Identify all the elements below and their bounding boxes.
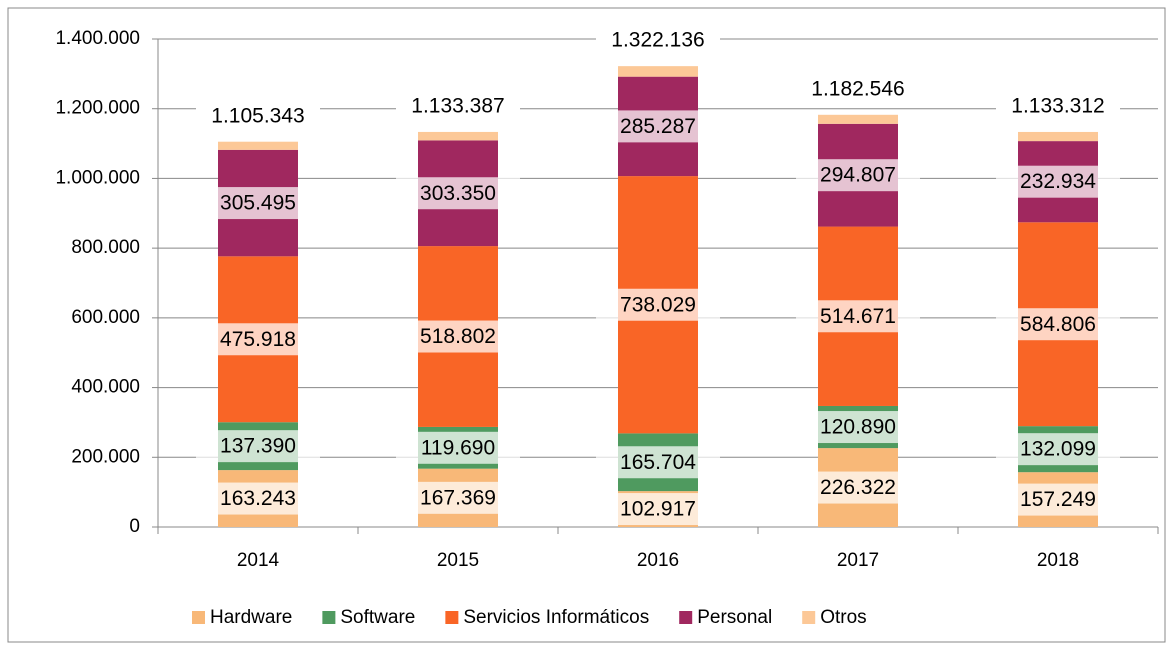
total-label: 1.182.546 — [811, 77, 904, 100]
x-tick-label: 2015 — [437, 550, 479, 571]
label-box — [996, 89, 1120, 122]
chart-frame — [7, 7, 1166, 643]
legend-label: Software — [340, 607, 415, 628]
label-box — [396, 89, 520, 122]
data-label: 165.704 — [620, 451, 696, 474]
bar-segment — [1018, 131, 1098, 142]
data-label: 226.322 — [820, 476, 896, 499]
data-label: 475.918 — [220, 328, 296, 351]
data-label: 518.802 — [420, 325, 496, 348]
data-label: 584.806 — [1020, 313, 1096, 336]
bar-segment — [618, 66, 698, 77]
y-tick-label: 1.000.000 — [55, 167, 140, 188]
y-tick-label: 1.200.000 — [55, 98, 140, 119]
label-box — [796, 159, 920, 192]
total-label: 1.322.136 — [611, 29, 704, 52]
label-box — [996, 433, 1120, 466]
bar-segment — [418, 131, 498, 141]
label-box — [996, 308, 1120, 341]
bar-segment — [218, 141, 298, 150]
label-box — [796, 72, 920, 105]
legend-label: Hardware — [210, 607, 292, 628]
label-box — [196, 482, 320, 515]
x-tick-label: 2016 — [637, 550, 679, 571]
data-label: 120.890 — [820, 416, 896, 439]
total-label: 1.133.387 — [411, 94, 504, 117]
label-box — [396, 320, 520, 353]
y-tick-label: 800.000 — [71, 237, 140, 258]
label-box — [196, 430, 320, 463]
label-box — [596, 446, 720, 479]
label-box — [396, 481, 520, 514]
legend-swatch — [679, 611, 693, 624]
label-box — [196, 323, 320, 356]
data-label: 305.495 — [220, 192, 296, 215]
y-tick-label: 0 — [129, 516, 140, 537]
legend-swatch — [445, 611, 459, 624]
data-label: 102.917 — [620, 498, 696, 521]
bar-segment — [818, 114, 898, 124]
label-box — [596, 24, 720, 57]
data-label: 232.934 — [1020, 170, 1096, 193]
data-label: 163.243 — [220, 487, 296, 510]
legend-swatch — [192, 611, 205, 624]
label-box — [796, 411, 920, 444]
data-label: 514.671 — [820, 305, 896, 328]
total-label: 1.133.312 — [1011, 95, 1104, 118]
x-tick-label: 2017 — [837, 550, 879, 571]
y-tick-label: 400.000 — [71, 377, 140, 398]
label-box — [796, 300, 920, 333]
legend-label: Otros — [820, 607, 866, 628]
y-tick-label: 200.000 — [71, 446, 140, 467]
total-label: 1.105.343 — [211, 104, 304, 127]
data-label: 119.690 — [421, 436, 495, 459]
label-box — [596, 288, 720, 321]
label-box — [396, 177, 520, 210]
data-label: 132.099 — [1020, 438, 1096, 461]
data-label: 285.287 — [620, 115, 696, 138]
data-label: 738.029 — [620, 293, 696, 316]
data-label: 137.390 — [220, 435, 296, 458]
label-box — [596, 110, 720, 143]
label-box — [796, 471, 920, 504]
label-box — [196, 187, 320, 220]
data-label: 294.807 — [820, 164, 896, 187]
label-box — [996, 483, 1120, 516]
y-tick-label: 600.000 — [71, 307, 140, 328]
data-label: 167.369 — [420, 486, 496, 509]
legend-swatch — [322, 611, 336, 624]
x-tick-label: 2018 — [1037, 550, 1079, 571]
label-box — [196, 99, 320, 132]
label-box — [996, 165, 1120, 198]
legend-label: Servicios Informáticos — [463, 607, 649, 628]
data-label: 157.249 — [1020, 488, 1096, 511]
label-box — [596, 493, 720, 526]
legend-swatch — [802, 611, 816, 624]
x-tick-label: 2014 — [237, 550, 280, 571]
label-box — [396, 431, 520, 464]
y-tick-label: 1.400.000 — [55, 28, 140, 49]
data-label: 303.350 — [420, 182, 496, 205]
legend-label: Personal — [697, 607, 772, 628]
